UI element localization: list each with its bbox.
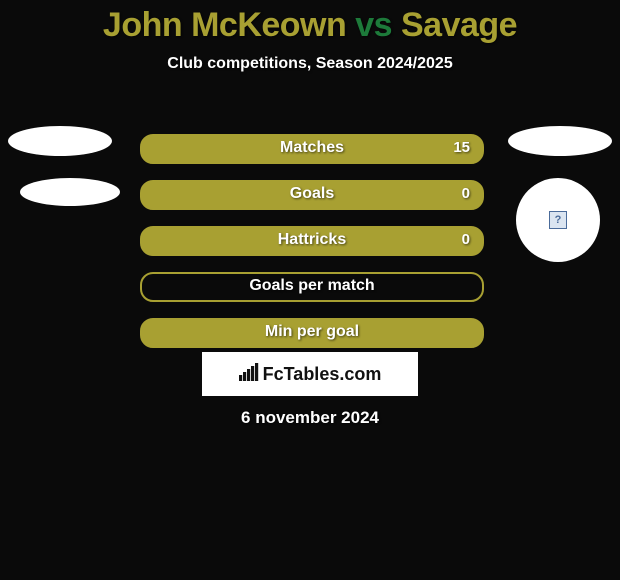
page-title: John McKeown vs Savage <box>0 0 620 45</box>
stat-bar-goals-per-match: Goals per match <box>140 272 484 302</box>
stat-bar-goals: Goals 0 <box>140 180 484 210</box>
title-player1: John McKeown <box>103 6 346 44</box>
snapshot-date: 6 november 2024 <box>0 408 620 428</box>
stat-label: Goals <box>142 185 482 203</box>
stat-label: Matches <box>142 139 482 157</box>
stat-value: 0 <box>462 185 470 202</box>
stat-row: Goals 0 <box>0 171 620 217</box>
title-vs: vs <box>346 6 401 44</box>
infographic-root: John McKeown vs Savage Club competitions… <box>0 0 620 580</box>
stat-value: 15 <box>453 139 470 156</box>
source-logo-text: FcTables.com <box>263 364 382 385</box>
stat-label: Hattricks <box>142 231 482 249</box>
stat-row: Hattricks 0 <box>0 217 620 263</box>
stat-label: Goals per match <box>142 277 482 295</box>
stat-label: Min per goal <box>142 323 482 341</box>
stat-bar-hattricks: Hattricks 0 <box>140 226 484 256</box>
stat-row: Goals per match <box>0 263 620 309</box>
page-subtitle: Club competitions, Season 2024/2025 <box>0 55 620 73</box>
stat-rows: Matches 15 Goals 0 Hattricks 0 Goals per… <box>0 125 620 355</box>
title-player2: Savage <box>401 6 517 44</box>
stat-row: Matches 15 <box>0 125 620 171</box>
stat-row: Min per goal <box>0 309 620 355</box>
stat-bar-matches: Matches 15 <box>140 134 484 164</box>
stat-bar-min-per-goal: Min per goal <box>140 318 484 348</box>
chart-icon <box>239 363 259 386</box>
stat-value: 0 <box>462 231 470 248</box>
source-logo: FcTables.com <box>202 352 418 396</box>
